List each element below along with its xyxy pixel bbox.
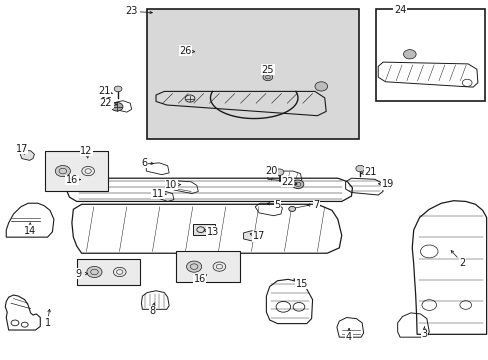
Text: 2: 2 — [458, 258, 465, 268]
Text: 1: 1 — [44, 318, 51, 328]
Text: 12: 12 — [80, 146, 92, 156]
Circle shape — [55, 166, 70, 177]
Text: 16: 16 — [65, 175, 78, 185]
Text: 20: 20 — [264, 166, 277, 176]
Text: 23: 23 — [125, 6, 138, 17]
Text: 25: 25 — [261, 65, 274, 75]
Circle shape — [288, 206, 295, 211]
Text: 9: 9 — [75, 269, 81, 279]
Text: 7: 7 — [313, 200, 319, 210]
Text: 5: 5 — [274, 200, 280, 210]
Circle shape — [275, 169, 284, 175]
Polygon shape — [243, 231, 260, 242]
Text: 11: 11 — [151, 189, 164, 199]
Text: 13: 13 — [206, 227, 219, 237]
Bar — [77, 258, 140, 285]
Text: 4: 4 — [346, 332, 351, 342]
Text: 14: 14 — [23, 226, 36, 236]
Bar — [193, 224, 215, 235]
Circle shape — [263, 73, 272, 81]
Text: 19: 19 — [381, 179, 393, 189]
Text: 22: 22 — [100, 98, 112, 108]
Text: 8: 8 — [149, 306, 155, 316]
Text: 22: 22 — [281, 177, 293, 187]
Text: 6: 6 — [142, 158, 147, 168]
Text: 15: 15 — [295, 279, 307, 289]
Circle shape — [403, 50, 415, 59]
Polygon shape — [20, 151, 34, 160]
Bar — [147, 9, 358, 139]
Text: 18: 18 — [101, 97, 113, 107]
Text: 17: 17 — [252, 231, 264, 242]
Circle shape — [186, 261, 201, 272]
Text: 26: 26 — [179, 46, 191, 56]
Text: 10: 10 — [165, 180, 177, 190]
Text: 21: 21 — [98, 86, 110, 96]
Circle shape — [111, 103, 122, 111]
Bar — [45, 152, 108, 191]
Bar — [375, 9, 484, 102]
Text: 3: 3 — [421, 329, 427, 339]
Text: 17: 17 — [16, 144, 28, 154]
Text: 16: 16 — [193, 274, 205, 284]
Circle shape — [291, 180, 303, 189]
Circle shape — [314, 82, 327, 91]
Bar — [176, 251, 239, 282]
Text: 24: 24 — [393, 5, 406, 15]
Circle shape — [355, 165, 364, 172]
Circle shape — [87, 266, 102, 278]
Text: 21: 21 — [364, 167, 376, 177]
Circle shape — [114, 86, 122, 92]
